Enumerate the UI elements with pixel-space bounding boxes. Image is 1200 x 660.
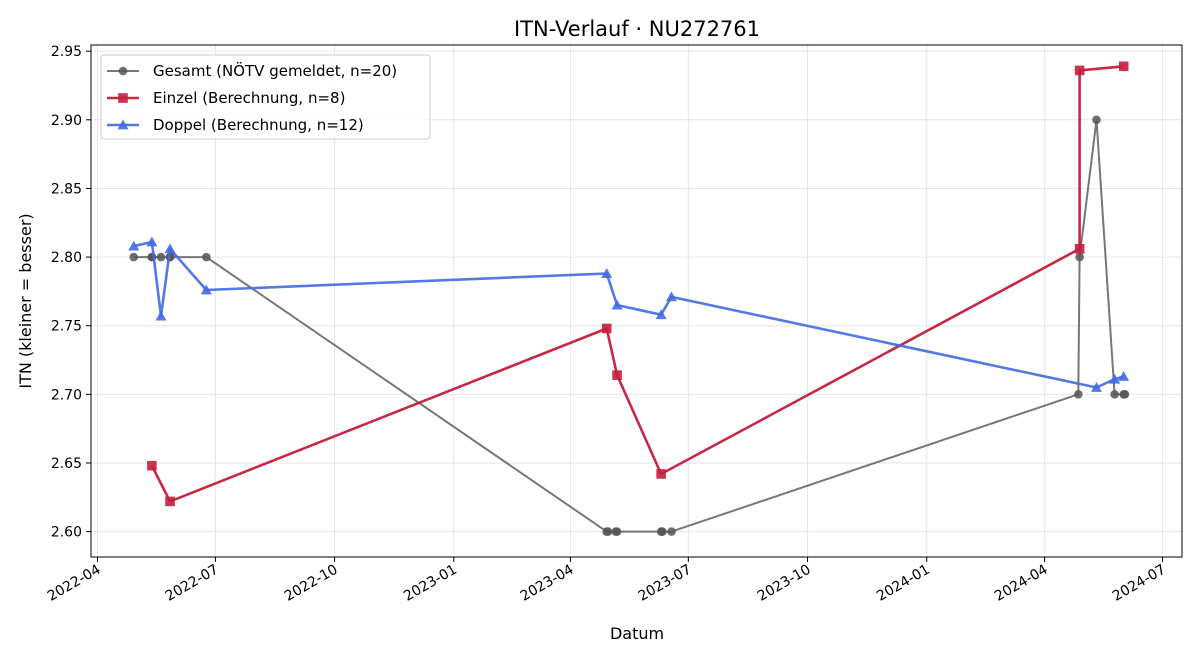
y-tick-label: 2.95	[51, 44, 82, 60]
series-triangle	[128, 236, 1130, 392]
legend-box	[100, 54, 431, 140]
series-line	[133, 240, 1125, 389]
data-point	[601, 268, 613, 278]
x-axis-label: Datum	[610, 624, 664, 643]
data-point	[1074, 390, 1083, 399]
y-tick-label: 2.90	[51, 113, 82, 129]
legend-label: Doppel (Berechnung, n=12)	[153, 116, 364, 134]
data-point	[1110, 390, 1119, 399]
data-point	[1074, 244, 1085, 254]
data-point	[656, 469, 666, 479]
data-point	[612, 370, 622, 380]
chart-title: ITN-Verlauf · NU272761	[514, 17, 760, 41]
plot-frame	[90, 44, 1183, 558]
data-point	[1090, 381, 1102, 392]
y-tick-label: 2.75	[51, 319, 82, 335]
x-tick-label: 2022-04	[45, 562, 104, 605]
data-point	[655, 309, 667, 320]
y-tick-label: 2.65	[51, 456, 82, 472]
data-point	[1109, 373, 1121, 384]
legend: Gesamt (NÖTV gemeldet, n=20) Einzel (Bere…	[100, 54, 431, 140]
data-point	[129, 252, 139, 262]
data-point	[611, 299, 623, 310]
x-tick-label: 2024-07	[1110, 562, 1169, 605]
y-axis-label: ITN (kleiner = besser)	[16, 213, 35, 388]
y-tick-label: 2.85	[51, 181, 82, 197]
data-point	[164, 243, 176, 254]
x-tick-label: 2024-04	[992, 562, 1051, 605]
data-point	[202, 252, 211, 262]
x-tick-label: 2022-10	[282, 562, 341, 605]
x-axis: 2022-04 2022-07 2022-10 2023-01 2023-04 2023-…	[45, 557, 1169, 605]
y-tick-label: 2.80	[51, 250, 82, 266]
y-tick-label: 2.70	[51, 387, 82, 403]
data-point	[1120, 390, 1130, 399]
grid	[91, 45, 1182, 557]
y-tick-label: 2.60	[51, 525, 82, 541]
x-tick-label: 2023-07	[636, 562, 695, 605]
data-point	[147, 460, 157, 471]
data-point	[665, 291, 677, 302]
legend-entry: Gesamt (NÖTV gemeldet, n=20)	[107, 61, 397, 80]
x-tick-label: 2023-04	[518, 562, 577, 605]
data-point	[128, 240, 140, 251]
legend-entry: Doppel (Berechnung, n=12)	[107, 116, 364, 134]
data-point	[601, 323, 612, 334]
data-point	[612, 527, 622, 536]
data-point	[1118, 370, 1130, 381]
legend-marker	[118, 66, 128, 76]
x-tick-label: 2024-01	[874, 562, 933, 605]
series-square	[147, 61, 1129, 507]
series-layer	[128, 61, 1130, 536]
x-tick-label: 2023-01	[401, 562, 460, 605]
legend-entry: Einzel (Berechnung, n=8)	[107, 89, 345, 107]
data-point	[1092, 115, 1101, 125]
data-point	[1118, 61, 1129, 72]
y-axis: 2.60 2.65 2.70 2.75 2.80 2.85 2.90 2.95	[51, 44, 91, 541]
data-point	[155, 310, 167, 321]
data-point	[156, 252, 166, 262]
data-point	[658, 527, 667, 536]
data-point	[200, 284, 212, 295]
legend-label: Einzel (Berechnung, n=8)	[153, 89, 345, 107]
data-point	[146, 236, 158, 247]
data-point	[1074, 65, 1085, 76]
x-tick-label: 2023-10	[755, 562, 814, 605]
series-line	[150, 65, 1124, 503]
data-point	[603, 527, 613, 536]
data-point	[667, 527, 676, 536]
legend-label: Gesamt (NÖTV gemeldet, n=20)	[153, 61, 397, 80]
x-tick-label: 2022-07	[163, 562, 222, 605]
data-point	[165, 496, 175, 507]
legend-marker	[117, 119, 129, 130]
legend-marker	[118, 93, 128, 103]
data-point	[1075, 252, 1084, 262]
